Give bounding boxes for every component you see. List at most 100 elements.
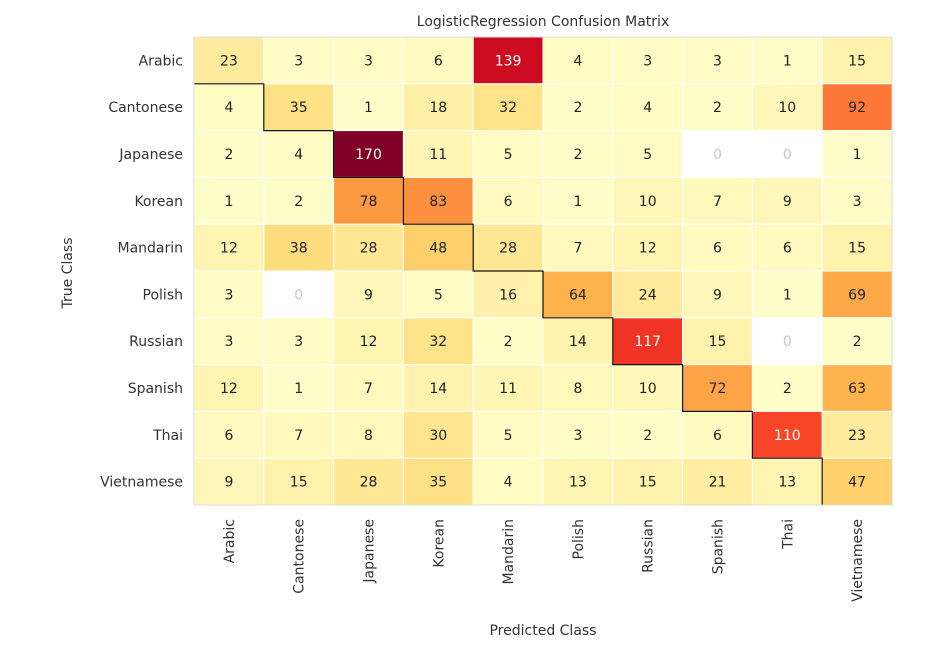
cell-value-label: 6 [224,428,233,444]
cell-russian-cantonese [263,317,335,366]
cell-value-label: 1 [364,100,373,116]
cell-spanish-korean [402,364,474,412]
cell-russian-russian [612,317,684,366]
cell-korean-korean [402,176,474,225]
cell-value-label: 9 [783,194,792,210]
cell-russian-arabic [193,317,265,366]
x-axis-label: Predicted Class [489,623,596,639]
cell-value-label: 47 [848,475,866,491]
cell-value-label: 3 [364,53,373,69]
cell-mandarin-japanese [333,223,404,272]
cell-value-label: 8 [364,428,373,444]
cell-value-label: 28 [499,241,517,257]
cell-value-label: 110 [774,428,801,444]
column-tick-label-thai: Thai [780,519,796,550]
cell-value-label: 92 [848,100,866,116]
cell-russian-polish [542,317,614,366]
cell-spanish-cantonese [263,364,335,412]
cell-value-label: 23 [848,428,866,444]
cell-cantonese-mandarin [472,83,544,132]
cell-value-label: 1 [853,147,862,163]
row-tick-label-cantonese: Cantonese [108,100,183,116]
cell-value-label: 15 [848,241,866,257]
cell-japanese-polish [542,130,614,178]
cell-arabic-japanese [333,36,404,85]
cell-japanese-thai [751,130,823,178]
cell-japanese-japanese [333,130,404,178]
cell-value-label: 9 [364,287,373,303]
row-tick-label-korean: Korean [134,194,183,210]
cell-value-label: 2 [573,147,582,163]
cell-value-label: 1 [573,194,582,210]
cell-spanish-polish [542,364,614,412]
cell-value-label: 7 [573,241,582,257]
cell-value-label: 3 [224,287,233,303]
cell-thai-japanese [333,410,404,459]
cell-value-label: 10 [639,194,657,210]
cell-value-label: 4 [224,100,233,116]
cell-value-label: 12 [220,381,238,397]
cell-spanish-thai [751,364,823,412]
cell-value-label: 3 [294,334,303,350]
cell-korean-polish [542,176,614,225]
cell-value-label: 23 [220,53,238,69]
cell-value-label: 63 [848,381,866,397]
cell-thai-polish [542,410,614,459]
heatmap-cells: 23 3 3 6 139 4 3 3 1 154 35 1 18 32 2 4 2 10 922 4 170 11 5 2 5 0… [193,36,893,506]
cell-value-label: 83 [429,194,447,210]
cell-value-label: 2 [853,334,862,350]
column-tick-label-arabic: Arabic [222,519,238,563]
row-tick-label-russian: Russian [129,334,183,350]
cell-japanese-vietnamese [821,130,893,178]
cell-value-label: 0 [294,287,303,303]
cell-value-label: 10 [639,381,657,397]
cell-value-label: 2 [294,194,303,210]
cell-cantonese-polish [542,83,614,132]
cell-korean-mandarin [472,176,544,225]
cell-arabic-russian [612,36,684,85]
cell-value-label: 4 [504,475,513,491]
cell-korean-thai [751,176,823,225]
cell-russian-thai [751,317,823,366]
cell-value-label: 38 [290,241,308,257]
cell-value-label: 72 [709,381,727,397]
row-tick-label-polish: Polish [143,287,183,303]
cell-polish-vietnamese [821,270,893,319]
cell-value-label: 78 [360,194,378,210]
cell-mandarin-arabic [193,223,265,272]
cell-value-label: 18 [429,100,447,116]
cell-value-label: 30 [429,428,447,444]
column-tick-label-polish: Polish [571,519,587,559]
row-tick-label-vietnamese: Vietnamese [100,475,183,491]
cell-value-label: 28 [360,241,378,257]
cell-vietnamese-mandarin [472,457,544,506]
diagonal-outline [194,83,823,505]
plot-frame [193,36,893,506]
cell-value-label: 16 [499,287,517,303]
cell-value-label: 12 [220,241,238,257]
cell-value-label: 15 [848,53,866,69]
cell-mandarin-vietnamese [821,223,893,272]
cell-value-label: 24 [639,287,657,303]
cell-arabic-mandarin [472,36,544,85]
cell-korean-spanish [682,176,753,225]
cell-value-label: 35 [290,100,308,116]
cell-japanese-arabic [193,130,265,178]
cell-value-label: 64 [569,287,587,303]
cell-value-label: 5 [643,147,652,163]
cell-value-label: 21 [709,475,727,491]
cell-value-label: 3 [643,53,652,69]
cell-value-label: 5 [504,147,513,163]
cell-vietnamese-polish [542,457,614,506]
cell-value-label: 15 [709,334,727,350]
cell-value-label: 6 [713,428,722,444]
cell-value-label: 117 [634,334,661,350]
cell-polish-russian [612,270,684,319]
cell-value-label: 14 [429,381,447,397]
cell-value-label: 0 [713,147,722,163]
cell-spanish-vietnamese [821,364,893,412]
column-tick-label-spanish: Spanish [711,519,727,574]
column-tick-label-japanese: Japanese [362,519,378,584]
y-axis-label: True Class [60,237,76,309]
cell-value-label: 6 [713,241,722,257]
